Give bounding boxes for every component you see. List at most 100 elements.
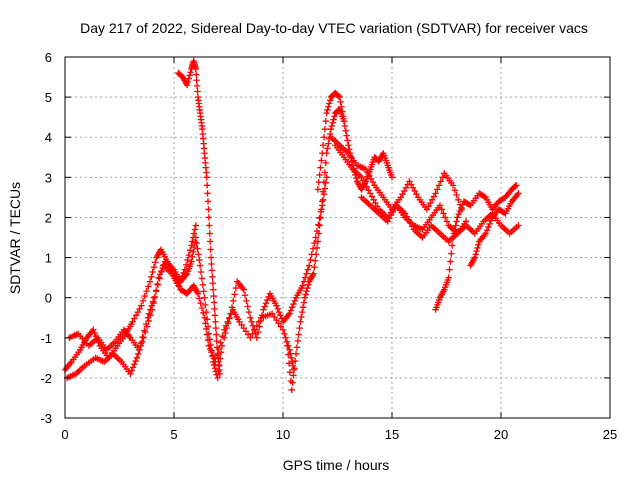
data-point-interp (208, 267, 216, 274)
data-point-interp (299, 304, 307, 311)
data-point-interp (139, 297, 147, 305)
data-point-interp (184, 256, 191, 264)
series-trace-l (467, 190, 522, 269)
data-point-interp (360, 177, 367, 184)
data-point-interp (132, 357, 139, 365)
data-point-interp (369, 178, 377, 186)
data-point-interp (407, 181, 415, 188)
data-point-interp (282, 334, 289, 341)
data-point-interp (399, 190, 406, 198)
data-point-interp (185, 251, 193, 259)
data-point-interp (304, 266, 312, 273)
data-point (192, 234, 199, 241)
data-point (288, 386, 295, 394)
data-point-interp (303, 288, 310, 295)
data-point-interp (195, 251, 202, 258)
data-point-interp (315, 178, 322, 186)
data-point-interp (321, 185, 329, 192)
data-point (340, 117, 348, 125)
data-point-interp (448, 242, 456, 249)
data-point-interp (303, 270, 310, 277)
data-point-interp (453, 191, 460, 199)
data-point-interp (485, 223, 492, 231)
data-point-interp (453, 218, 460, 225)
data-point-interp (292, 357, 299, 365)
data-point-interp (128, 367, 135, 374)
data-point (286, 310, 293, 317)
data-marks (61, 57, 522, 394)
data-point-interp (328, 122, 336, 130)
data-point-interp (343, 132, 350, 139)
data-point (247, 334, 254, 341)
data-point-interp (245, 308, 253, 316)
data-point-interp (318, 157, 325, 164)
data-point-interp (322, 117, 329, 125)
data-point-interp (254, 328, 262, 336)
data-point-interp (206, 230, 213, 237)
data-point-interp (136, 346, 143, 354)
data-point-interp (302, 291, 309, 298)
data-point (194, 290, 202, 297)
data-point-interp (238, 321, 245, 329)
data-point-interp (217, 339, 224, 346)
data-point (323, 109, 330, 117)
data-point-interp (193, 71, 200, 78)
data-point (127, 370, 134, 378)
data-point-interp (331, 113, 338, 120)
data-point-interp (434, 186, 441, 193)
data-point-interp (143, 323, 151, 330)
x-tick-labels: 0 5 10 15 20 25 (61, 427, 617, 442)
data-point-interp (402, 184, 410, 191)
y-tick-labels: -3 -2 -1 0 1 2 3 4 5 6 (40, 50, 52, 426)
data-point-interp (440, 210, 447, 217)
data-point-interp (487, 217, 495, 224)
data-point (397, 194, 404, 201)
data-point-interp (137, 342, 145, 349)
x-tick-label: 20 (494, 427, 508, 442)
data-point-interp (204, 190, 211, 197)
data-point-interp (230, 297, 237, 305)
data-point (423, 206, 431, 213)
data-point (292, 350, 300, 358)
data-point-interp (261, 303, 268, 310)
data-point (336, 93, 343, 101)
data-point-interp (317, 214, 324, 221)
y-axis-title: SDTVAR / TECUs (7, 182, 23, 294)
data-point-interp (129, 364, 137, 371)
data-point (436, 202, 444, 209)
data-point-interp (258, 312, 266, 319)
data-point-interp (241, 292, 249, 299)
data-point-interp (472, 251, 479, 258)
data-point-interp (189, 253, 196, 260)
data-point-interp (286, 369, 294, 376)
data-point-interp (413, 190, 420, 198)
data-point (284, 342, 291, 349)
data-point-interp (189, 248, 197, 256)
data-point-interp (193, 77, 200, 84)
series-trace-f (284, 105, 348, 394)
data-point-interp (311, 239, 318, 247)
data-point-interp (200, 309, 207, 317)
data-point-interp (326, 100, 333, 107)
data-point-interp (131, 315, 138, 322)
data-point-interp (145, 317, 152, 325)
data-point-interp (305, 281, 312, 289)
data-point (367, 190, 374, 197)
data-point-interp (228, 304, 236, 311)
data-point-interp (316, 215, 323, 222)
data-point-interp (196, 295, 203, 302)
data-point (301, 294, 308, 301)
data-point-interp (289, 379, 296, 386)
data-point (133, 354, 141, 362)
data-point-interp (203, 316, 211, 323)
data-point-interp (312, 251, 320, 258)
data-point-interp (142, 328, 149, 336)
data-point-interp (156, 271, 164, 278)
data-point-interp (298, 308, 306, 316)
data-point (513, 182, 520, 189)
data-point (445, 274, 452, 281)
data-point-interp (386, 215, 393, 222)
y-tick-label: 6 (45, 50, 52, 65)
data-point-interp (193, 82, 201, 90)
data-point-interp (209, 280, 217, 287)
